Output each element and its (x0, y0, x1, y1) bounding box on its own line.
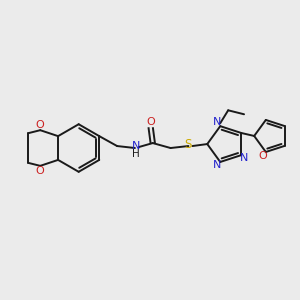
Text: O: O (259, 151, 267, 161)
Text: H: H (132, 149, 140, 159)
Text: S: S (185, 138, 192, 151)
Text: N: N (213, 160, 221, 170)
Text: N: N (132, 141, 140, 151)
Text: N: N (213, 117, 221, 127)
Text: N: N (240, 153, 248, 163)
Text: O: O (146, 117, 155, 127)
Text: O: O (35, 166, 44, 176)
Text: O: O (35, 120, 44, 130)
